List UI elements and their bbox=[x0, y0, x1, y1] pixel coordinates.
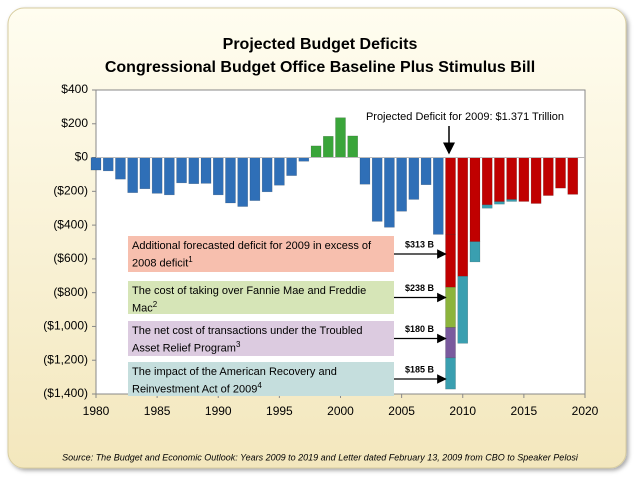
bar bbox=[420, 157, 432, 185]
bar bbox=[323, 136, 334, 158]
x-tick-label: 1990 bbox=[205, 404, 232, 418]
bar bbox=[481, 204, 493, 209]
x-tick-label: 1980 bbox=[83, 404, 110, 418]
bar bbox=[445, 157, 456, 235]
bar bbox=[457, 276, 469, 344]
bar bbox=[457, 157, 469, 277]
bar bbox=[494, 201, 505, 205]
bar bbox=[298, 157, 310, 162]
bar bbox=[115, 157, 126, 180]
bar bbox=[335, 117, 346, 158]
bar bbox=[102, 157, 114, 172]
bar bbox=[212, 157, 224, 196]
annotation-box: The net cost of transactions under the T… bbox=[128, 321, 394, 356]
bar bbox=[139, 157, 151, 190]
callout: Projected Deficit for 2009: $1.371 Trill… bbox=[366, 111, 564, 123]
bar bbox=[543, 157, 554, 196]
footnote-mark: 2 bbox=[152, 300, 158, 309]
x-tick-label: 2020 bbox=[572, 404, 599, 418]
annotation-text: Additional forecasted deficit for 2009 i… bbox=[132, 240, 372, 270]
y-tick-label: ($600) bbox=[53, 251, 88, 265]
footnote-mark: 1 bbox=[188, 255, 193, 264]
annotation-box: The impact of the American Recovery and … bbox=[128, 362, 394, 396]
bar bbox=[225, 157, 236, 204]
bar bbox=[506, 157, 517, 200]
y-tick-label: ($400) bbox=[53, 217, 88, 231]
bar bbox=[274, 157, 285, 186]
y-tick-label: $0 bbox=[75, 150, 89, 164]
value-label: $180 B bbox=[405, 324, 435, 334]
x-tick-label: 2015 bbox=[511, 404, 538, 418]
bar bbox=[530, 157, 542, 204]
value-label: $313 B bbox=[405, 239, 435, 249]
bar bbox=[481, 157, 493, 206]
y-tick-label: ($1,000) bbox=[43, 319, 88, 333]
bar bbox=[396, 157, 407, 212]
bar bbox=[237, 157, 248, 207]
footnote-mark: 3 bbox=[235, 340, 241, 349]
chart-title: Projected Budget Deficits bbox=[223, 36, 418, 53]
bar bbox=[469, 241, 481, 263]
bar bbox=[445, 357, 456, 390]
value-label: $185 B bbox=[405, 364, 435, 374]
bar bbox=[188, 157, 200, 184]
bar bbox=[310, 145, 322, 158]
bar bbox=[445, 287, 456, 328]
bar bbox=[506, 199, 517, 202]
footnote-mark: 4 bbox=[257, 381, 262, 390]
bar bbox=[261, 157, 273, 193]
y-tick-label: ($1,400) bbox=[43, 386, 88, 400]
bar bbox=[200, 157, 212, 184]
bar bbox=[249, 157, 261, 201]
bar bbox=[371, 157, 383, 222]
annotation-box: Additional forecasted deficit for 2009 i… bbox=[128, 236, 394, 272]
annotation-text: The net cost of transactions under the T… bbox=[132, 325, 363, 355]
y-tick-label: ($800) bbox=[53, 285, 88, 299]
y-tick-label: ($1,200) bbox=[43, 352, 88, 366]
bar bbox=[151, 157, 163, 194]
x-tick-label: 1995 bbox=[266, 404, 293, 418]
bar bbox=[494, 157, 505, 202]
y-tick-label: ($200) bbox=[53, 184, 88, 198]
x-tick-label: 2010 bbox=[449, 404, 476, 418]
value-label: $238 B bbox=[405, 283, 435, 293]
x-tick-label: 2000 bbox=[327, 404, 354, 418]
annotation-text: The cost of taking over Fannie Mae and F… bbox=[132, 285, 367, 315]
bar bbox=[567, 157, 579, 195]
chart-subtitle: Congressional Budget Office Baseline Plu… bbox=[105, 59, 535, 76]
bar bbox=[445, 327, 456, 359]
source: Source: The Budget and Economic Outlook:… bbox=[62, 452, 579, 462]
bar bbox=[286, 157, 297, 176]
bar bbox=[164, 157, 175, 196]
bar bbox=[445, 234, 456, 288]
x-tick-label: 2005 bbox=[388, 404, 415, 418]
bar bbox=[176, 157, 187, 184]
bar bbox=[408, 157, 420, 200]
bar bbox=[127, 157, 138, 193]
annotation-box: The cost of taking over Fannie Mae and F… bbox=[128, 281, 394, 315]
bar bbox=[359, 157, 371, 185]
y-tick-label: $200 bbox=[61, 116, 88, 130]
annotation-text: The impact of the American Recovery and … bbox=[132, 366, 337, 396]
bar bbox=[90, 157, 102, 171]
bar bbox=[433, 157, 444, 235]
y-tick-label: $400 bbox=[61, 82, 88, 96]
bar bbox=[555, 157, 566, 189]
x-tick-label: 1985 bbox=[144, 404, 171, 418]
bar bbox=[469, 157, 481, 242]
bar bbox=[347, 135, 358, 158]
bar bbox=[384, 157, 395, 228]
bar bbox=[518, 157, 530, 202]
